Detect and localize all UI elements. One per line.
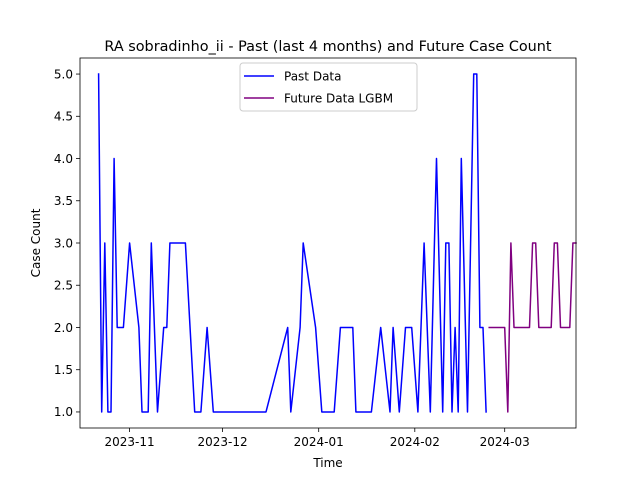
y-tick-label: 1.5 <box>54 363 73 377</box>
y-axis-ticks: 1.0 1.5 2.0 2.5 3.0 3.5 4.0 4.5 5.0 <box>54 67 80 419</box>
y-tick-label: 2.0 <box>54 321 73 335</box>
legend: Past Data Future Data LGBM <box>239 62 418 112</box>
y-tick-label: 3.0 <box>54 236 73 250</box>
x-tick-label: 2024-03 <box>480 435 530 449</box>
x-axis-ticks: 2023-11 2023-12 2024-01 2024-02 2024-03 <box>105 428 530 449</box>
y-tick-label: 4.0 <box>54 152 73 166</box>
series-lines <box>97 73 577 413</box>
y-tick-label: 5.0 <box>54 67 73 81</box>
series-line-past-data <box>97 73 487 413</box>
x-tick-label: 2023-12 <box>198 435 248 449</box>
legend-label-future-data: Future Data LGBM <box>284 92 393 106</box>
x-tick-label: 2024-02 <box>390 435 440 449</box>
y-tick-label: 3.5 <box>54 194 73 208</box>
y-tick-label: 1.0 <box>54 405 73 419</box>
legend-box <box>239 62 418 112</box>
legend-label-past-data: Past Data <box>284 70 341 84</box>
y-axis-label: Case Count <box>29 208 43 277</box>
x-axis-label: Time <box>312 456 342 470</box>
x-tick-label: 2023-11 <box>105 435 155 449</box>
series-line-future-data-lgbm <box>488 242 577 413</box>
y-tick-label: 4.5 <box>54 110 73 124</box>
x-tick-label: 2024-01 <box>294 435 344 449</box>
chart-title: RA sobradinho_ii - Past (last 4 months) … <box>104 39 551 55</box>
y-tick-label: 2.5 <box>54 279 73 293</box>
